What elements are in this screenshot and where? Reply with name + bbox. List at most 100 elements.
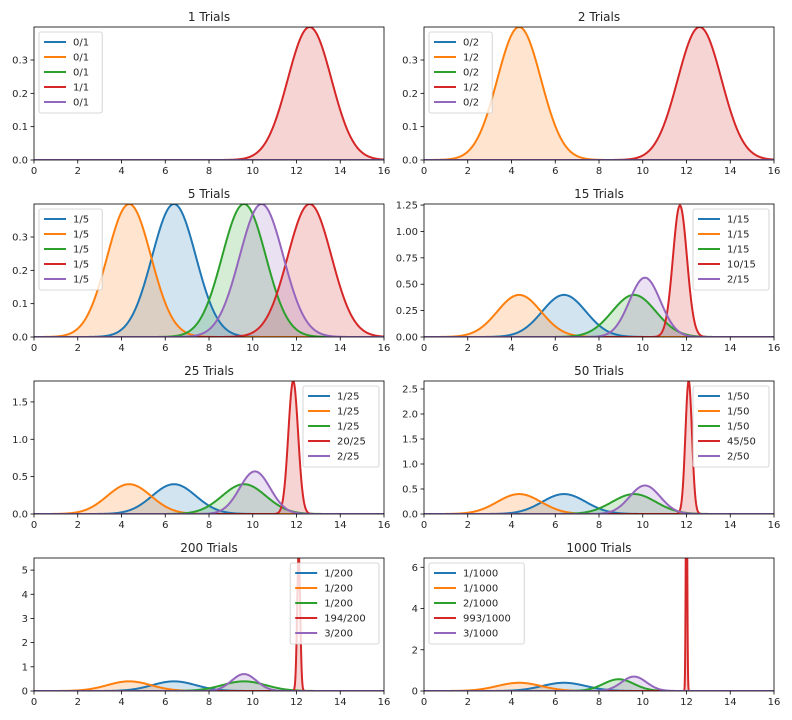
legend: 0/2 1/2 0/2 1/2 0/2 bbox=[428, 31, 493, 114]
y-tick-label: 0.1 bbox=[402, 122, 418, 133]
legend-label: 0/2 bbox=[463, 38, 479, 49]
legend-label: 3/200 bbox=[324, 629, 353, 640]
legend-label: 1/1000 bbox=[463, 584, 498, 595]
x-tick-label: 2 bbox=[465, 166, 471, 177]
series-fill-3 bbox=[424, 27, 774, 160]
legend-box bbox=[428, 31, 493, 114]
legend-box bbox=[289, 562, 380, 645]
x-tick-label: 6 bbox=[162, 520, 168, 531]
y-tick-label: 0.5 bbox=[402, 485, 418, 496]
x-tick-label: 14 bbox=[334, 343, 347, 354]
legend-label: 1/2 bbox=[463, 83, 479, 94]
legend-label: 1/1 bbox=[73, 83, 89, 94]
series-line-3 bbox=[34, 204, 384, 337]
subplot-title: 2 Trials bbox=[578, 10, 620, 24]
subplot-1: 0 2 4 6 8 10 12 14 160.00.10.20.32 Trials0/21/20… bbox=[402, 10, 780, 177]
subplot-title: 50 Trials bbox=[574, 364, 624, 378]
x-tick-label: 16 bbox=[768, 697, 781, 708]
subplot-4: 0 2 4 6 8 10 12 14 160.00.51.01.525 Trials1/251/… bbox=[12, 364, 390, 531]
series-fill-0 bbox=[424, 294, 774, 337]
legend: 1/200 1/200 1/200 194/200 3/200 bbox=[289, 562, 380, 645]
y-tick-label: 6 bbox=[412, 563, 418, 574]
x-tick-label: 4 bbox=[508, 697, 514, 708]
series-fill-3 bbox=[34, 204, 384, 337]
legend-label: 1/200 bbox=[324, 584, 353, 595]
series-line-4 bbox=[34, 204, 384, 337]
x-tick-label: 0 bbox=[421, 166, 427, 177]
x-tick-label: 8 bbox=[596, 343, 602, 354]
legend-label: 993/1000 bbox=[463, 614, 511, 625]
y-tick-label: 0.1 bbox=[12, 299, 28, 310]
y-tick-label: 1.5 bbox=[402, 435, 418, 446]
x-tick-label: 0 bbox=[31, 520, 37, 531]
plot-area bbox=[34, 27, 384, 160]
legend-box bbox=[692, 208, 770, 291]
series-line-3 bbox=[34, 27, 384, 160]
x-tick-label: 6 bbox=[162, 166, 168, 177]
y-tick-label: 1.0 bbox=[12, 435, 28, 446]
legend: 1/1000 1/1000 2/1000 993/1000 3/1000 bbox=[428, 562, 525, 645]
series-fill-2 bbox=[424, 494, 774, 514]
legend-box bbox=[302, 385, 380, 468]
x-tick-label: 10 bbox=[636, 697, 649, 708]
x-tick-label: 0 bbox=[31, 343, 37, 354]
series-line-4 bbox=[424, 276, 774, 337]
x-tick-label: 0 bbox=[31, 166, 37, 177]
x-tick-label: 10 bbox=[636, 343, 649, 354]
x-tick-label: 8 bbox=[206, 520, 212, 531]
series-fill-3 bbox=[34, 27, 384, 160]
x-tick-label: 12 bbox=[290, 166, 303, 177]
y-tick-label: 4 bbox=[22, 590, 28, 601]
x-tick-label: 14 bbox=[334, 697, 347, 708]
legend-label: 194/200 bbox=[324, 614, 366, 625]
x-tick-label: 12 bbox=[680, 166, 693, 177]
x-tick-label: 12 bbox=[290, 697, 303, 708]
y-tick-label: 0.3 bbox=[402, 56, 418, 67]
legend-label: 1/50 bbox=[727, 407, 749, 418]
legend-label: 1/25 bbox=[337, 392, 359, 403]
x-tick-label: 4 bbox=[118, 697, 124, 708]
x-tick-label: 16 bbox=[378, 166, 391, 177]
legend-label: 1/5 bbox=[73, 275, 89, 286]
legend-label: 1/15 bbox=[727, 215, 749, 226]
x-tick-label: 8 bbox=[596, 697, 602, 708]
legend-label: 2/50 bbox=[727, 452, 749, 463]
x-tick-label: 12 bbox=[290, 343, 303, 354]
subplot-title: 1000 Trials bbox=[566, 541, 631, 555]
x-tick-label: 12 bbox=[680, 697, 693, 708]
y-tick-label: 0.2 bbox=[402, 89, 418, 100]
x-tick-label: 2 bbox=[465, 520, 471, 531]
legend-label: 1/5 bbox=[73, 215, 89, 226]
y-tick-label: 0.0 bbox=[12, 510, 28, 521]
series-fill-0 bbox=[424, 494, 774, 514]
legend-label: 20/25 bbox=[337, 437, 366, 448]
series-fill-2 bbox=[34, 484, 384, 514]
x-tick-label: 12 bbox=[680, 520, 693, 531]
legend-label: 0/1 bbox=[73, 38, 89, 49]
y-tick-label: 2 bbox=[22, 638, 28, 649]
legend-box bbox=[38, 31, 103, 114]
y-tick-label: 0.0 bbox=[402, 156, 418, 167]
x-tick-label: 4 bbox=[508, 520, 514, 531]
legend-label: 1/5 bbox=[73, 260, 89, 271]
series-fill-0 bbox=[34, 484, 384, 514]
series-fill-1 bbox=[34, 484, 384, 514]
x-tick-label: 16 bbox=[378, 697, 391, 708]
x-tick-label: 14 bbox=[724, 520, 737, 531]
x-tick-label: 14 bbox=[724, 166, 737, 177]
x-tick-label: 2 bbox=[75, 520, 81, 531]
subplot-title: 200 Trials bbox=[180, 541, 238, 555]
legend-label: 0/1 bbox=[73, 53, 89, 64]
x-tick-label: 10 bbox=[636, 520, 649, 531]
series-fill-1 bbox=[424, 27, 774, 160]
legend: 1/50 1/50 1/50 45/50 2/50 bbox=[692, 385, 770, 468]
y-tick-label: 0.2 bbox=[12, 89, 28, 100]
x-tick-label: 0 bbox=[421, 343, 427, 354]
x-tick-label: 10 bbox=[636, 166, 649, 177]
y-tick-label: 1.00 bbox=[396, 227, 418, 238]
legend-box bbox=[38, 208, 103, 291]
legend-label: 1/15 bbox=[727, 230, 749, 241]
y-tick-label: 0.3 bbox=[12, 233, 28, 244]
x-tick-label: 12 bbox=[680, 343, 693, 354]
